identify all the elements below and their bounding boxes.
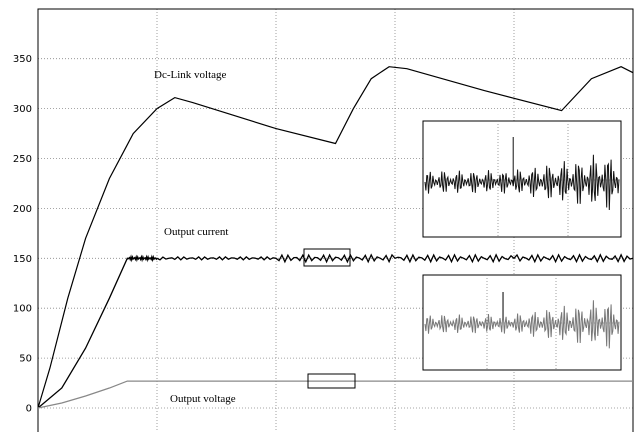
y-tick-label: 150 bbox=[13, 254, 32, 265]
series-output-current bbox=[37, 253, 634, 409]
zoom-box-voltage bbox=[307, 373, 356, 389]
y-tick-label: 50 bbox=[19, 354, 32, 365]
y-tick-label: 100 bbox=[13, 304, 32, 315]
y-tick-label: 250 bbox=[13, 154, 32, 165]
annotation-output-current: Output current bbox=[164, 226, 228, 238]
inset-current-trace bbox=[424, 137, 620, 211]
y-tick-label: 200 bbox=[13, 204, 32, 215]
y-tick-label: 300 bbox=[13, 104, 32, 115]
annotation-output-voltage: Output voltage bbox=[170, 393, 236, 405]
inset-voltage-trace bbox=[424, 292, 620, 349]
inset-current bbox=[422, 120, 622, 238]
y-tick-label: 0 bbox=[26, 404, 32, 415]
annotation-dc-link-voltage: Dc-Link voltage bbox=[154, 69, 227, 81]
y-tick-label: 350 bbox=[13, 54, 32, 65]
series-output-voltage bbox=[37, 380, 633, 409]
plot-frame bbox=[37, 8, 634, 432]
series-dc-link-voltage bbox=[37, 66, 634, 409]
inset-voltage bbox=[422, 274, 622, 371]
zoom-box-current bbox=[303, 248, 351, 267]
y-tick-labels: 0 50 100 150 200 250 300 350 bbox=[13, 54, 32, 414]
series-group bbox=[37, 66, 634, 409]
